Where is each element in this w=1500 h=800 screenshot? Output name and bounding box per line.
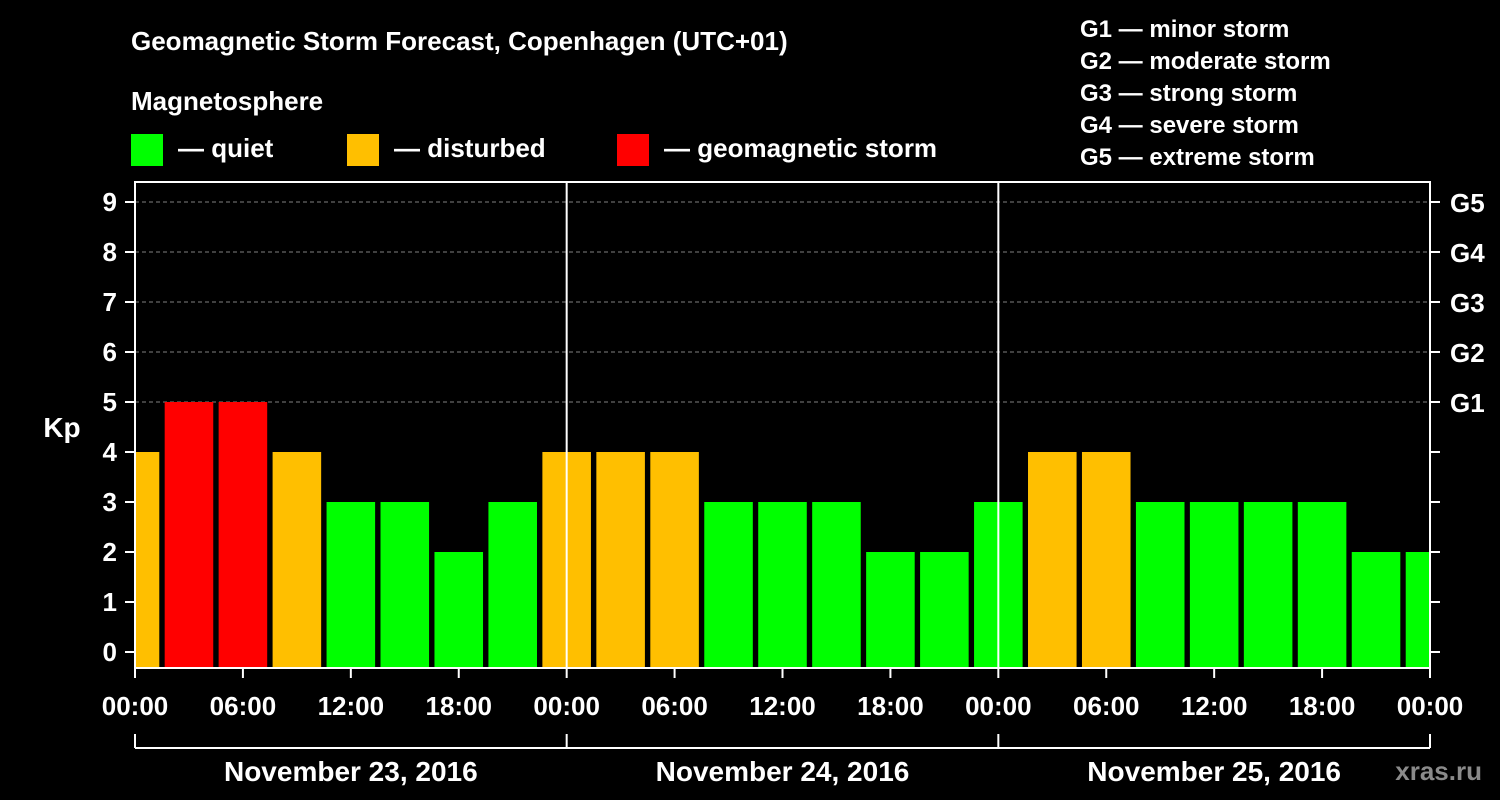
right-axis-label-g5: G5 bbox=[1450, 188, 1485, 218]
x-tick-label-8: 00:00 bbox=[965, 691, 1032, 721]
kp-bar-11 bbox=[704, 502, 753, 668]
legend-swatch-storm bbox=[617, 134, 649, 166]
y-tick-label-1: 1 bbox=[103, 587, 117, 617]
kp-bar-7 bbox=[488, 502, 537, 668]
kp-bar-19 bbox=[1135, 502, 1185, 668]
right-axis-label-g2: G2 bbox=[1450, 338, 1485, 368]
legend-title: Magnetosphere bbox=[131, 86, 323, 116]
storm-scale-g3: G3 — strong storm bbox=[1080, 80, 1297, 107]
y-tick-label-5: 5 bbox=[103, 387, 117, 417]
y-tick-label-7: 7 bbox=[103, 287, 117, 317]
x-tick-label-12: 00:00 bbox=[1397, 691, 1464, 721]
tick-labels: 0 1 2 3 4 5 6 7 8 9 G1 G2 G3 G4 G5 00:00 06:00 12:00 18:00… bbox=[102, 187, 1485, 787]
x-tick-label-0: 00:00 bbox=[102, 691, 169, 721]
legend: — quiet — disturbed — geomagnetic storm bbox=[131, 133, 937, 166]
kp-bar-5 bbox=[380, 502, 430, 668]
storm-scale-g5: G5 — extreme storm bbox=[1080, 144, 1315, 171]
legend-swatch-disturbed bbox=[347, 134, 379, 166]
watermark: xras.ru bbox=[1395, 756, 1482, 786]
storm-scale-g2: G2 — moderate storm bbox=[1080, 48, 1331, 75]
kp-bar-1 bbox=[164, 402, 214, 668]
kp-bar-10 bbox=[650, 452, 699, 668]
storm-scale-g4: G4 — severe storm bbox=[1080, 112, 1299, 139]
y-tick-label-3: 3 bbox=[103, 487, 117, 517]
gridlines bbox=[135, 201, 1430, 403]
kp-bar-24 bbox=[1405, 552, 1430, 668]
kp-bar-14 bbox=[866, 552, 915, 668]
legend-label-disturbed: — disturbed bbox=[394, 133, 546, 163]
chart-title: Geomagnetic Storm Forecast, Copenhagen (… bbox=[131, 26, 788, 56]
x-tick-label-7: 18:00 bbox=[857, 691, 924, 721]
day-label-1: November 24, 2016 bbox=[656, 756, 910, 787]
kp-bar-0 bbox=[135, 452, 160, 668]
y-tick-label-2: 2 bbox=[103, 537, 117, 567]
y-axis-label: Kp bbox=[43, 412, 80, 443]
kp-bar-23 bbox=[1351, 552, 1401, 668]
axes bbox=[125, 181, 1440, 749]
kp-bar-22 bbox=[1297, 502, 1347, 668]
kp-bar-13 bbox=[812, 502, 861, 668]
kp-bar-6 bbox=[434, 552, 484, 668]
storm-scale-g1: G1 — minor storm bbox=[1080, 16, 1289, 43]
storm-scale-legend: G1 — minor storm G2 — moderate storm G3 … bbox=[1080, 16, 1331, 171]
legend-label-storm: — geomagnetic storm bbox=[664, 133, 937, 163]
kp-bar-17 bbox=[1028, 452, 1077, 668]
y-tick-label-9: 9 bbox=[103, 187, 117, 217]
x-tick-label-5: 06:00 bbox=[641, 691, 708, 721]
x-tick-label-3: 18:00 bbox=[426, 691, 493, 721]
bars bbox=[135, 402, 1430, 668]
right-axis-label-g4: G4 bbox=[1450, 238, 1485, 268]
kp-bar-3 bbox=[272, 452, 322, 668]
kp-bar-12 bbox=[758, 502, 807, 668]
legend-swatch-quiet bbox=[131, 134, 163, 166]
y-tick-label-4: 4 bbox=[103, 437, 118, 467]
kp-bar-15 bbox=[920, 552, 969, 668]
x-tick-label-4: 00:00 bbox=[533, 691, 600, 721]
day-label-2: November 25, 2016 bbox=[1087, 756, 1341, 787]
x-tick-label-10: 12:00 bbox=[1181, 691, 1248, 721]
kp-bar-9 bbox=[596, 452, 645, 668]
x-tick-label-2: 12:00 bbox=[318, 691, 385, 721]
x-tick-label-1: 06:00 bbox=[210, 691, 277, 721]
x-tick-label-11: 18:00 bbox=[1289, 691, 1356, 721]
legend-label-quiet: — quiet bbox=[178, 133, 274, 163]
right-axis-label-g1: G1 bbox=[1450, 388, 1485, 418]
y-tick-label-8: 8 bbox=[103, 237, 117, 267]
day-label-0: November 23, 2016 bbox=[224, 756, 478, 787]
kp-bar-21 bbox=[1243, 502, 1293, 668]
kp-bar-18 bbox=[1081, 452, 1131, 668]
kp-bar-4 bbox=[326, 502, 376, 668]
y-tick-label-0: 0 bbox=[103, 637, 117, 667]
kp-bar-20 bbox=[1189, 502, 1239, 668]
x-tick-label-6: 12:00 bbox=[749, 691, 816, 721]
x-tick-label-9: 06:00 bbox=[1073, 691, 1140, 721]
y-tick-label-6: 6 bbox=[103, 337, 117, 367]
kp-bar-2 bbox=[218, 402, 268, 668]
right-axis-label-g3: G3 bbox=[1450, 288, 1485, 318]
